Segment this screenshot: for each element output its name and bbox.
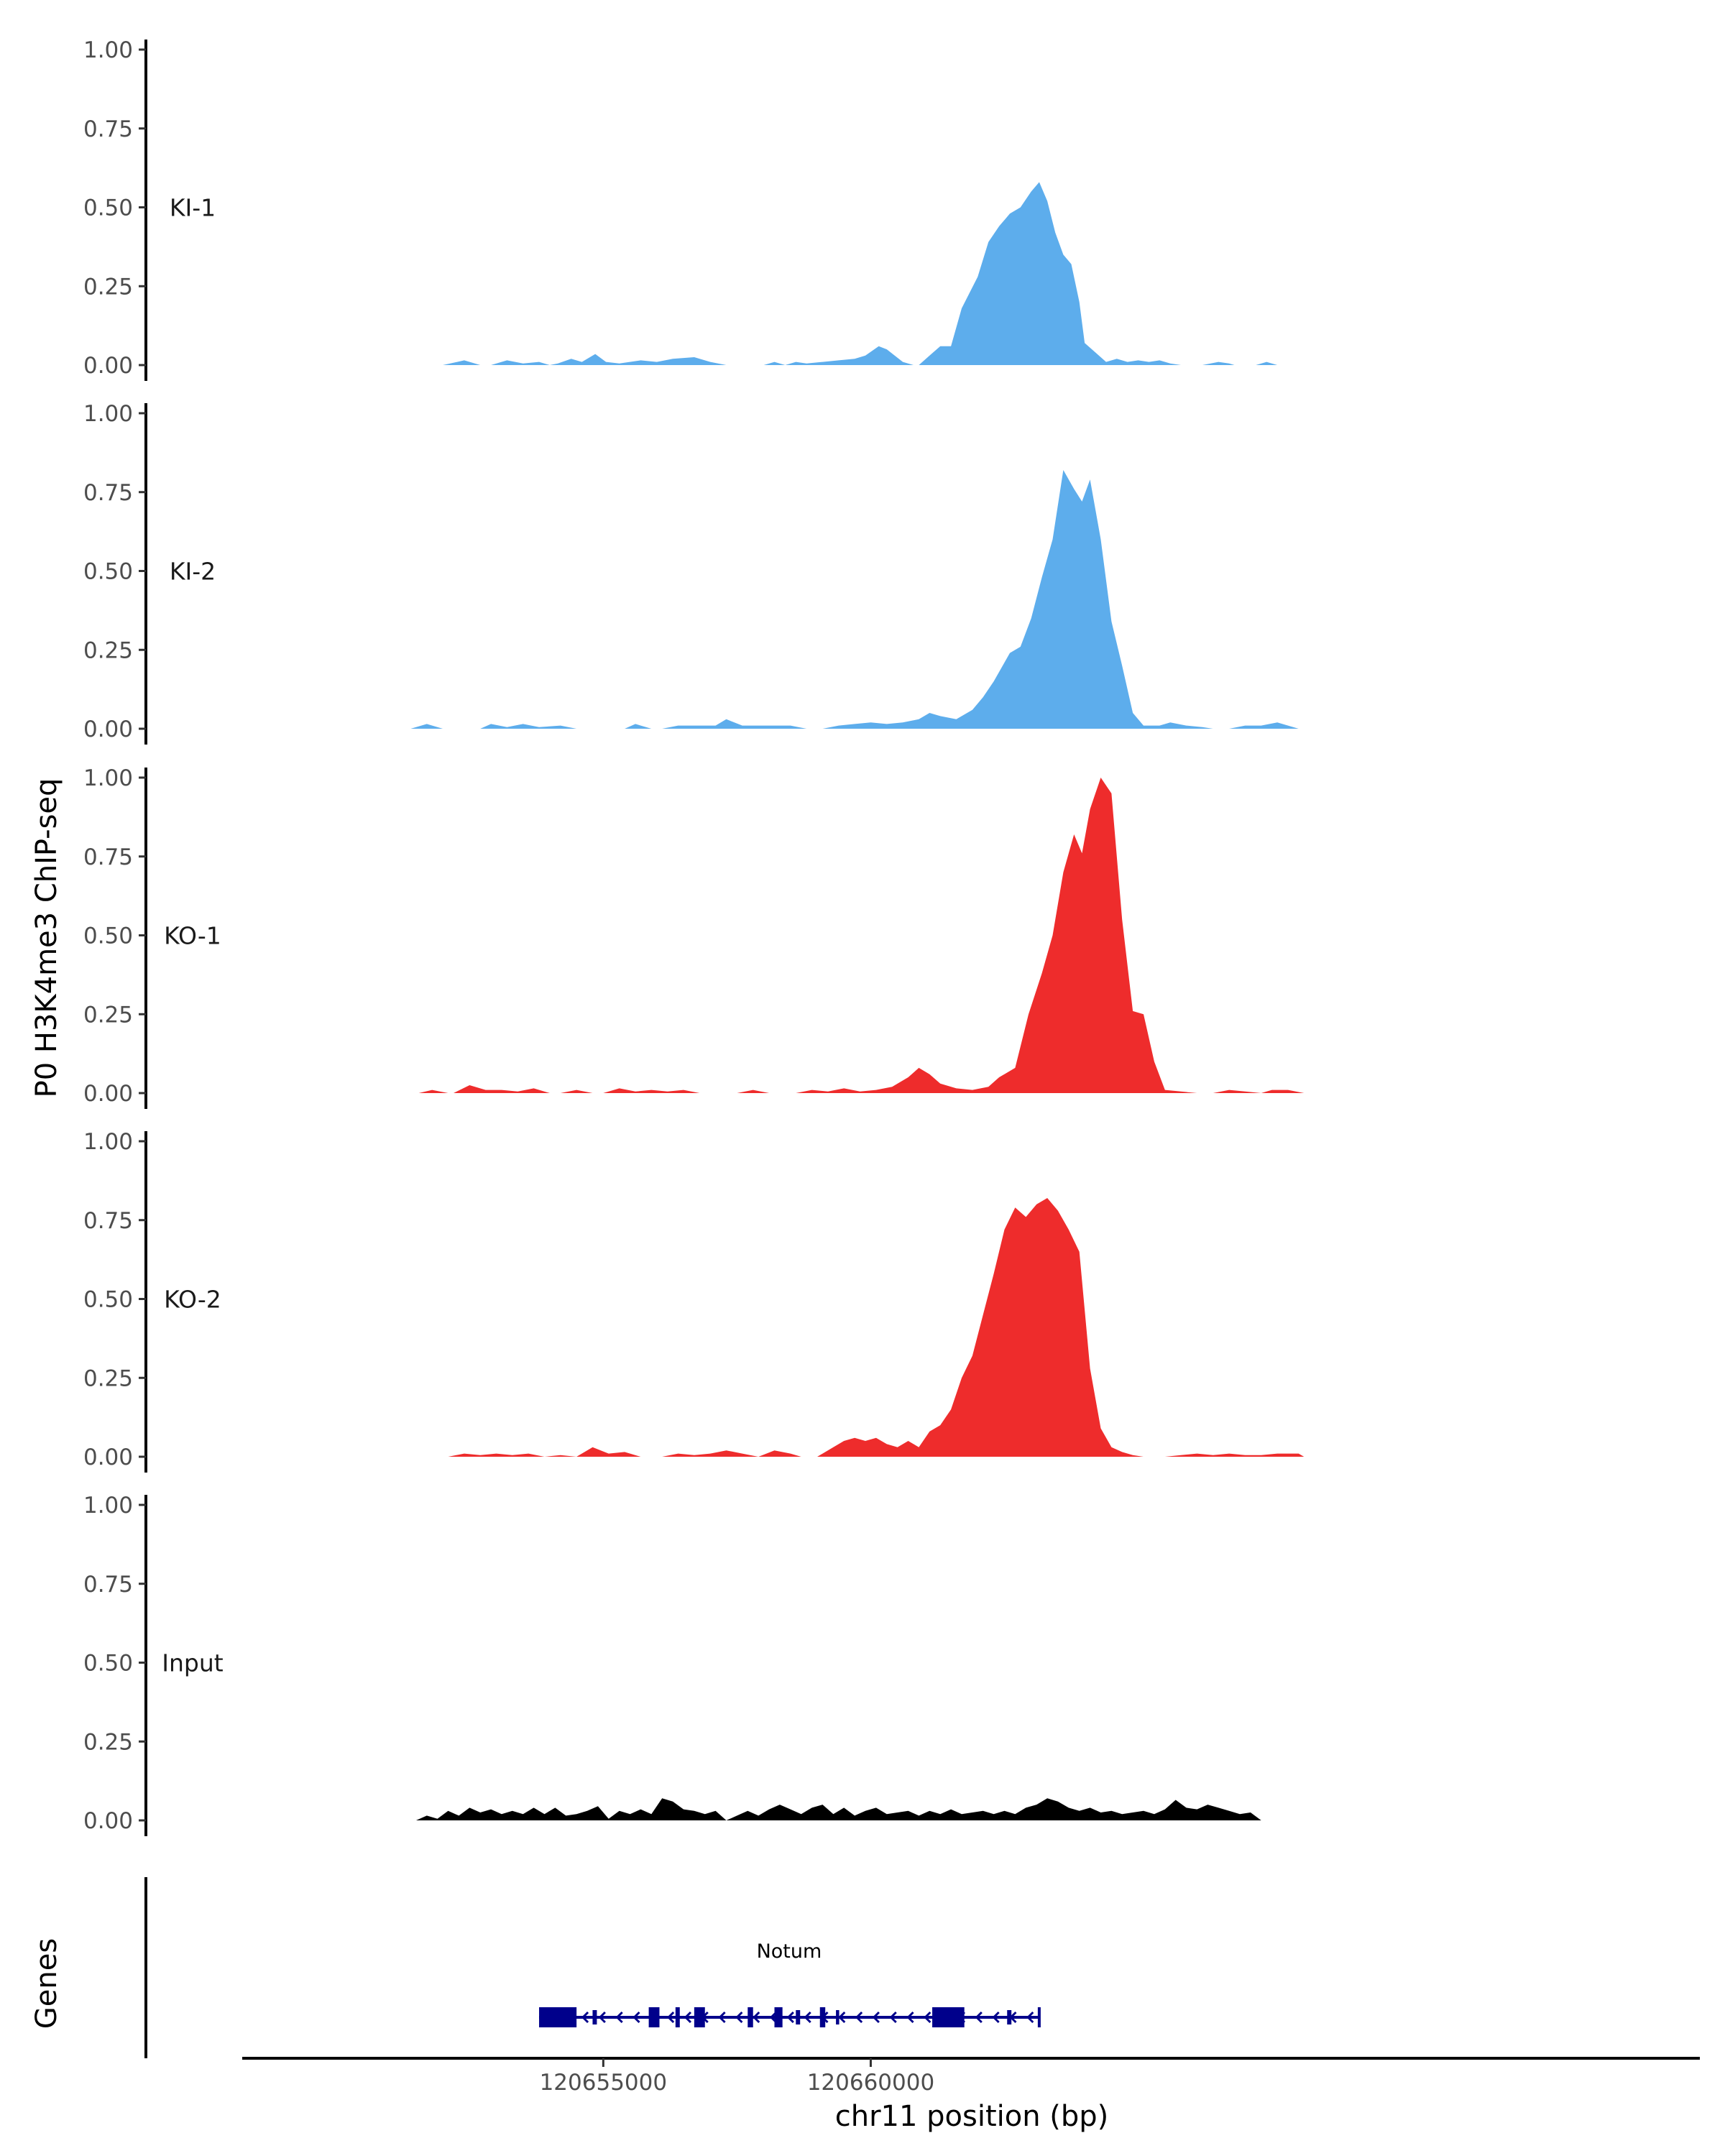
strand-arrow-icon (889, 2011, 897, 2024)
y-tick-label: 1.00 (83, 765, 133, 791)
y-tick-label: 0.00 (83, 1081, 133, 1107)
gene-exon (819, 2007, 826, 2027)
x-axis-title: chr11 position (bp) (835, 2100, 1109, 2133)
y-tick-label: 0.00 (83, 1808, 133, 1834)
strand-arrow-icon (855, 2011, 863, 2024)
strand-arrow-icon (804, 2011, 811, 2024)
y-tick-label: 0.25 (83, 274, 133, 300)
y-tick-label: 0.00 (83, 1445, 133, 1470)
strand-arrow-icon (786, 2011, 794, 2024)
y-tick-label: 0.75 (83, 480, 133, 506)
strand-arrow-icon (718, 2011, 726, 2024)
strand-arrow-icon (753, 2011, 760, 2024)
strand-arrow-icon (872, 2011, 880, 2024)
strand-arrow-icon (838, 2011, 846, 2024)
gene-exon (648, 2007, 660, 2027)
track-panel-ko-2: 0.00 0.25 0.50 0.75 1.00 KO-2 (83, 1129, 1305, 1473)
track-panel-input: 0.00 0.25 0.50 0.75 1.00 Input (83, 1493, 1261, 1836)
y-tick-label: 0.25 (83, 637, 133, 663)
y-tick-label: 0.75 (83, 1572, 133, 1598)
gene-exon (539, 2007, 577, 2027)
y-tick-label: 0.75 (83, 844, 133, 870)
track-label: KI-2 (170, 558, 216, 586)
y-tick-label: 0.50 (83, 559, 133, 585)
track-label: Input (162, 1649, 224, 1677)
tracks-layer: 0.00 0.25 0.50 0.75 1.00 KI-1 0.00 0.25 0.50 0.75… (83, 37, 1305, 1836)
gene-name-label: Notum (757, 1940, 822, 1963)
gene-exon (592, 2010, 597, 2024)
y-tick-label: 0.50 (83, 195, 133, 221)
strand-arrow-icon (667, 2011, 675, 2024)
track-label: KO-2 (164, 1286, 221, 1314)
y-tick-label: 0.25 (83, 1729, 133, 1755)
y-tick-label: 1.00 (83, 37, 133, 63)
gene-exon (1007, 2010, 1012, 2024)
gene-exon (694, 2007, 705, 2027)
track-label: KI-1 (170, 194, 216, 222)
y-tick-label: 0.00 (83, 353, 133, 379)
y-tick-label: 0.50 (83, 1287, 133, 1313)
track-panel-ki-1: 0.00 0.25 0.50 0.75 1.00 KI-1 (83, 37, 1278, 381)
signal-area-ko-2 (448, 1198, 1305, 1457)
strand-arrow-icon (598, 2011, 606, 2024)
gene-exon (932, 2007, 965, 2027)
strand-arrow-icon (615, 2011, 623, 2024)
strand-arrow-icon (906, 2011, 914, 2024)
y-tick-label: 0.50 (83, 923, 133, 949)
signal-area-input (415, 1798, 1261, 1820)
signal-area-ki-2 (410, 470, 1299, 729)
track-panel-ko-1: 0.00 0.25 0.50 0.75 1.00 KO-1 (83, 765, 1305, 1109)
y-axis-title: P0 H3K4me3 ChIP-seq (30, 778, 63, 1098)
gene-exon (796, 2010, 801, 2024)
y-tick-label: 0.75 (83, 1208, 133, 1234)
track-label: KO-1 (164, 922, 221, 950)
genes-label: Genes (30, 1938, 63, 2029)
gene-exon (748, 2007, 753, 2027)
strand-arrow-icon (992, 2011, 1000, 2024)
signal-area-ko-1 (418, 778, 1305, 1093)
x-tick-label: 120660000 (807, 2070, 935, 2096)
gene-exon (675, 2007, 680, 2027)
y-tick-label: 0.25 (83, 1002, 133, 1028)
strand-arrow-icon (684, 2011, 692, 2024)
y-tick-label: 1.00 (83, 1493, 133, 1519)
y-tick-label: 1.00 (83, 401, 133, 427)
gene-exon (836, 2010, 840, 2024)
y-tick-label: 0.00 (83, 717, 133, 742)
x-tick-label: 120655000 (540, 2070, 668, 2096)
strand-arrow-icon (924, 2011, 932, 2024)
y-tick-label: 1.00 (83, 1129, 133, 1155)
axes-layer: 120655000 120660000 (242, 2057, 1700, 2096)
strand-arrow-icon (581, 2011, 589, 2024)
strand-arrow-icon (632, 2011, 640, 2024)
y-tick-label: 0.50 (83, 1651, 133, 1677)
y-tick-label: 0.25 (83, 1365, 133, 1391)
y-tick-label: 0.75 (83, 116, 133, 142)
signal-area-ki-1 (443, 182, 1278, 365)
strand-arrow-icon (975, 2011, 983, 2024)
track-panel-ki-2: 0.00 0.25 0.50 0.75 1.00 KI-2 (83, 401, 1299, 745)
gene-panel: Notum (144, 1877, 1041, 2058)
strand-arrow-icon (735, 2011, 743, 2024)
strand-arrow-icon (1026, 2011, 1034, 2024)
gene-exon (774, 2007, 783, 2027)
